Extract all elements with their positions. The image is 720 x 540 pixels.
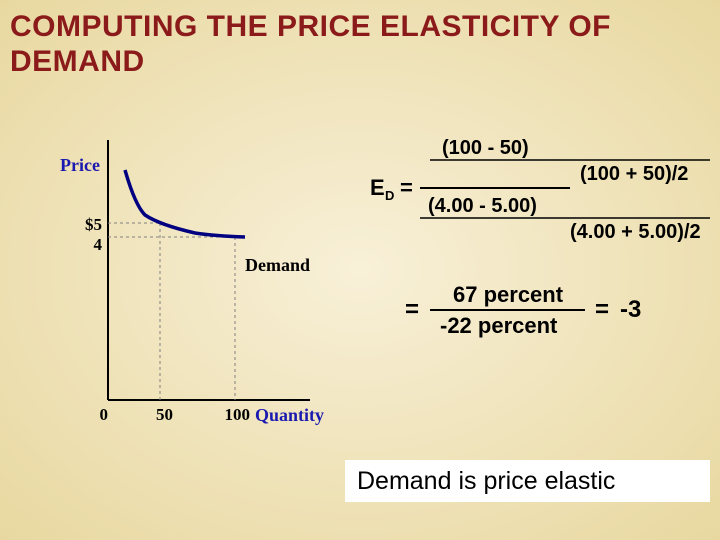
eq1-den-div: (4.00 + 5.00)/2 xyxy=(570,221,701,243)
svg-text:E: E xyxy=(370,175,385,200)
eq2-den: -22 percent xyxy=(440,313,558,338)
elasticity-formula-2: = 67 percent -22 percent = -3 xyxy=(405,275,705,345)
eq1-num-div: (100 + 50)/2 xyxy=(580,163,688,185)
eq1-num-main: (100 - 50) xyxy=(442,137,529,159)
conclusion-text: Demand is price elastic xyxy=(357,467,615,496)
svg-text:=: = xyxy=(400,175,413,200)
svg-text:=: = xyxy=(595,296,609,323)
y-axis-label: Price xyxy=(60,155,100,176)
slide-title: COMPUTING THE PRICE ELASTICITY OF DEMAND xyxy=(10,10,611,79)
x-tick-0: 0 xyxy=(90,405,108,425)
x-tick-100: 100 xyxy=(215,405,250,425)
demand-chart: Price $5 4 0 50 100 Quantity Demand xyxy=(30,155,340,440)
x-axis-label: Quantity xyxy=(255,405,324,426)
eq2-num: 67 percent xyxy=(453,282,564,307)
eq1-den-main: (4.00 - 5.00) xyxy=(428,195,537,217)
title-line-2: DEMAND xyxy=(10,45,145,78)
eq2-result: -3 xyxy=(620,296,641,323)
y-tick-4: 4 xyxy=(74,235,102,255)
svg-text:=: = xyxy=(405,296,419,323)
eq1-lhs: E xyxy=(370,175,385,200)
eq1-sub: D xyxy=(385,188,394,203)
elasticity-formula-1: E D = (100 - 50) (100 + 50)/2 (4.00 - 5.… xyxy=(370,130,710,250)
conclusion-box: Demand is price elastic xyxy=(345,460,710,502)
y-tick-5: $5 xyxy=(74,215,102,235)
x-tick-50: 50 xyxy=(145,405,173,425)
title-line-1: COMPUTING THE PRICE ELASTICITY OF xyxy=(10,10,611,43)
demand-curve-label: Demand xyxy=(245,255,310,276)
